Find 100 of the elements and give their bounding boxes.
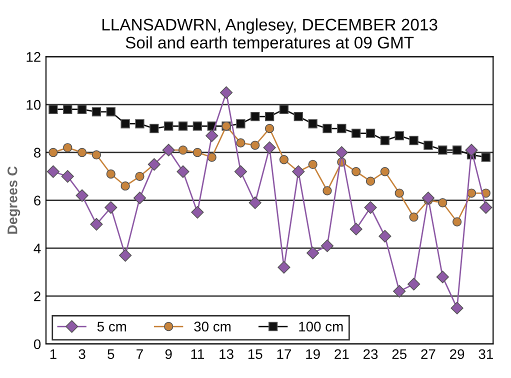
point [263,141,276,154]
point [135,172,144,181]
point [236,138,246,148]
x-tick-label: 9 [165,349,172,360]
point [90,218,103,231]
point [409,212,418,222]
point [119,249,132,262]
point [352,128,361,138]
point [438,198,448,208]
y-tick-label: 8 [34,148,41,158]
point [380,136,390,146]
point [422,192,435,204]
point [250,140,260,150]
point [220,86,233,99]
point [76,189,88,202]
point [335,146,348,159]
y-axis-title: Degrees C [7,166,20,234]
point [320,240,334,252]
x-tick-label: 11 [191,349,204,359]
point [366,128,376,138]
point [48,148,58,158]
point [133,192,146,204]
point [48,104,58,114]
point [352,167,361,176]
point [438,145,448,155]
point [250,112,260,122]
point [106,107,116,116]
point [308,119,318,128]
point [466,188,476,198]
point [480,201,492,214]
point [393,285,406,298]
x-tick-label: 23 [363,349,378,360]
point [192,122,202,131]
y-tick-label: 2 [34,291,40,302]
x-tick-label: 3 [78,349,86,360]
point [322,124,332,134]
point [120,181,130,191]
point [61,170,74,183]
point [77,104,87,114]
point [178,145,188,155]
point [452,145,462,155]
point [450,302,464,314]
point [92,150,102,160]
point [279,155,289,164]
point [279,104,289,114]
y-tick-label: 6 [34,196,41,206]
point [436,270,449,284]
point [176,165,190,178]
point [192,148,202,158]
x-tick-label: 27 [421,349,436,359]
point [452,217,462,226]
chart-title: LLANSADWRN, Anglesey, DECEMBER 2013 Soil and earth temperatures at 09 GMT [102,18,438,52]
point [248,196,262,210]
point [191,206,204,219]
x-tick-label: 13 [220,349,234,360]
point [207,152,216,162]
point [104,201,118,214]
point [308,160,318,170]
x-tick-label: 15 [248,349,262,360]
point [46,165,60,178]
point [178,122,188,131]
point [481,152,490,162]
y-tick-label: 4 [34,244,41,254]
x-tick-label: 29 [450,349,464,360]
point [364,201,377,214]
point [322,186,332,196]
point [264,112,274,122]
point [164,122,174,131]
y-tick-label: 12 [26,52,40,62]
point [278,261,290,274]
point [92,107,102,116]
point [424,140,433,150]
point [106,169,116,179]
point [294,112,303,122]
point [206,129,218,142]
point [234,165,248,178]
point [350,222,362,236]
point [306,246,320,260]
point [236,119,246,128]
point [378,230,392,243]
point [264,124,274,134]
point [394,131,404,140]
legend-label: 100 cm [299,322,343,332]
point [465,144,478,156]
legend-label: 30 cm [194,322,231,332]
x-tick-label: 25 [392,349,407,360]
x-tick-label: 17 [277,349,292,359]
point [135,119,144,128]
point [409,136,418,146]
point [63,104,72,114]
point [120,119,130,128]
x-tick-label: 1 [50,349,56,359]
point [380,167,390,176]
x-tick-label: 7 [136,349,143,359]
point [150,124,159,134]
legend-label: 5 cm [97,322,126,332]
y-tick-label: 10 [26,100,41,110]
point [366,176,376,186]
x-tick-label: 19 [306,349,320,360]
point [337,124,346,134]
